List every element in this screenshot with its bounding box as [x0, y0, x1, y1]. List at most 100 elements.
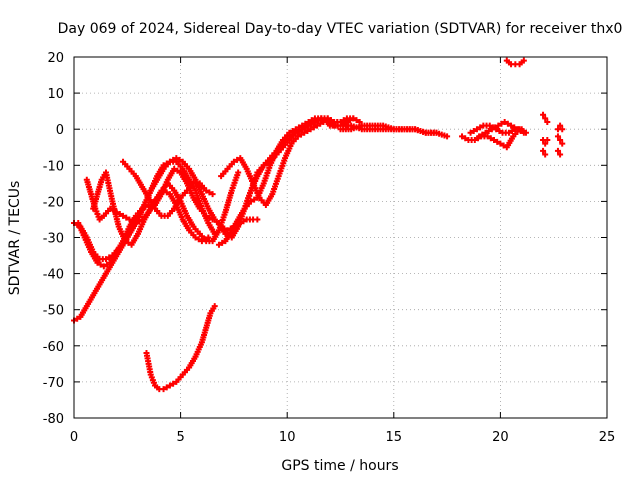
series-arc-22	[554, 133, 566, 147]
data-point	[508, 122, 515, 129]
data-point	[254, 216, 261, 223]
y-tick-label: -60	[43, 340, 64, 355]
series-arc-21	[554, 122, 566, 133]
data-point	[299, 126, 306, 133]
chart-title: Day 069 of 2024, Sidereal Day-to-day VTE…	[58, 21, 623, 37]
data-point	[542, 115, 549, 122]
data-point	[142, 203, 149, 210]
data-point	[497, 140, 504, 147]
data-point	[557, 137, 564, 144]
y-tick-label: -10	[43, 159, 64, 174]
data-point	[132, 220, 139, 227]
data-point	[205, 234, 212, 241]
series-arc-10	[218, 118, 333, 209]
data-point	[206, 189, 213, 196]
data-point	[488, 126, 495, 133]
series-arc-11	[241, 115, 350, 212]
data-point	[542, 151, 549, 158]
y-axis-label: SDTVAR / TECUs	[7, 181, 23, 296]
series-arc-6	[120, 158, 216, 219]
data-point	[192, 234, 199, 241]
y-tick-label: -30	[43, 232, 64, 247]
data-point	[485, 128, 492, 135]
data-point	[544, 118, 551, 125]
data-point	[230, 158, 237, 165]
data-point	[487, 135, 494, 142]
data-point	[492, 124, 499, 131]
data-point	[491, 137, 498, 144]
data-point	[120, 212, 127, 219]
data-point	[174, 167, 181, 174]
data-point	[514, 126, 521, 133]
data-point	[305, 122, 312, 129]
data-point	[317, 120, 324, 127]
data-point	[302, 124, 309, 131]
series-arc-16	[476, 118, 527, 140]
x-tick-label: 5	[176, 430, 184, 445]
data-point	[209, 191, 216, 198]
data-point	[486, 122, 493, 129]
data-point	[310, 124, 317, 131]
data-point	[501, 118, 508, 125]
data-point	[520, 129, 527, 136]
data-point	[307, 126, 314, 133]
data-point	[444, 133, 451, 140]
data-point	[139, 205, 146, 212]
data-point	[163, 160, 170, 167]
data-point	[122, 238, 129, 245]
data-point	[327, 117, 334, 124]
series-arc-7	[143, 303, 218, 393]
data-point	[315, 117, 322, 124]
data-point	[163, 189, 170, 196]
data-point	[166, 382, 173, 389]
y-tick-label: -50	[43, 304, 64, 319]
axis-ticks: 0 5 10 15 20 25 -80 -70 -60 -50 -40 -30 -20 -10 0 10 20	[43, 51, 616, 445]
data-point	[520, 57, 527, 64]
y-tick-label: -80	[43, 412, 64, 427]
data-point	[160, 187, 167, 194]
data-point	[171, 165, 178, 172]
data-point	[540, 147, 547, 154]
data-point	[203, 187, 210, 194]
y-tick-label: 20	[47, 51, 64, 66]
data-point	[476, 133, 483, 140]
series-arc-23	[554, 147, 564, 158]
x-tick-label: 25	[599, 430, 616, 445]
data-point	[542, 140, 549, 147]
x-tick-label: 15	[386, 430, 403, 445]
data-point	[260, 162, 267, 169]
data-point	[295, 128, 302, 135]
data-point	[498, 120, 505, 127]
data-point	[211, 303, 218, 310]
data-point	[484, 133, 491, 140]
data-point	[494, 138, 501, 145]
data-point	[477, 124, 484, 131]
series-arc-13	[337, 122, 440, 136]
data-point	[479, 131, 486, 138]
data-point	[433, 129, 440, 136]
data-points	[71, 57, 566, 393]
data-point	[554, 147, 561, 154]
data-point	[219, 239, 226, 246]
data-point	[311, 118, 318, 125]
data-point	[235, 169, 242, 176]
data-point	[462, 135, 469, 142]
data-point	[314, 122, 321, 129]
data-point	[496, 128, 503, 135]
x-tick-label: 20	[492, 430, 509, 445]
data-point	[94, 259, 101, 266]
data-point	[292, 129, 299, 136]
data-point	[298, 131, 305, 138]
data-point	[350, 115, 357, 122]
series-arc-5	[90, 169, 212, 248]
y-tick-label: -70	[43, 376, 64, 391]
data-point	[554, 133, 561, 140]
data-point	[198, 238, 205, 245]
data-point	[195, 236, 202, 243]
data-point	[129, 218, 136, 225]
data-point	[170, 380, 177, 387]
data-point	[104, 261, 111, 268]
data-point	[544, 137, 551, 144]
data-point	[504, 120, 511, 127]
